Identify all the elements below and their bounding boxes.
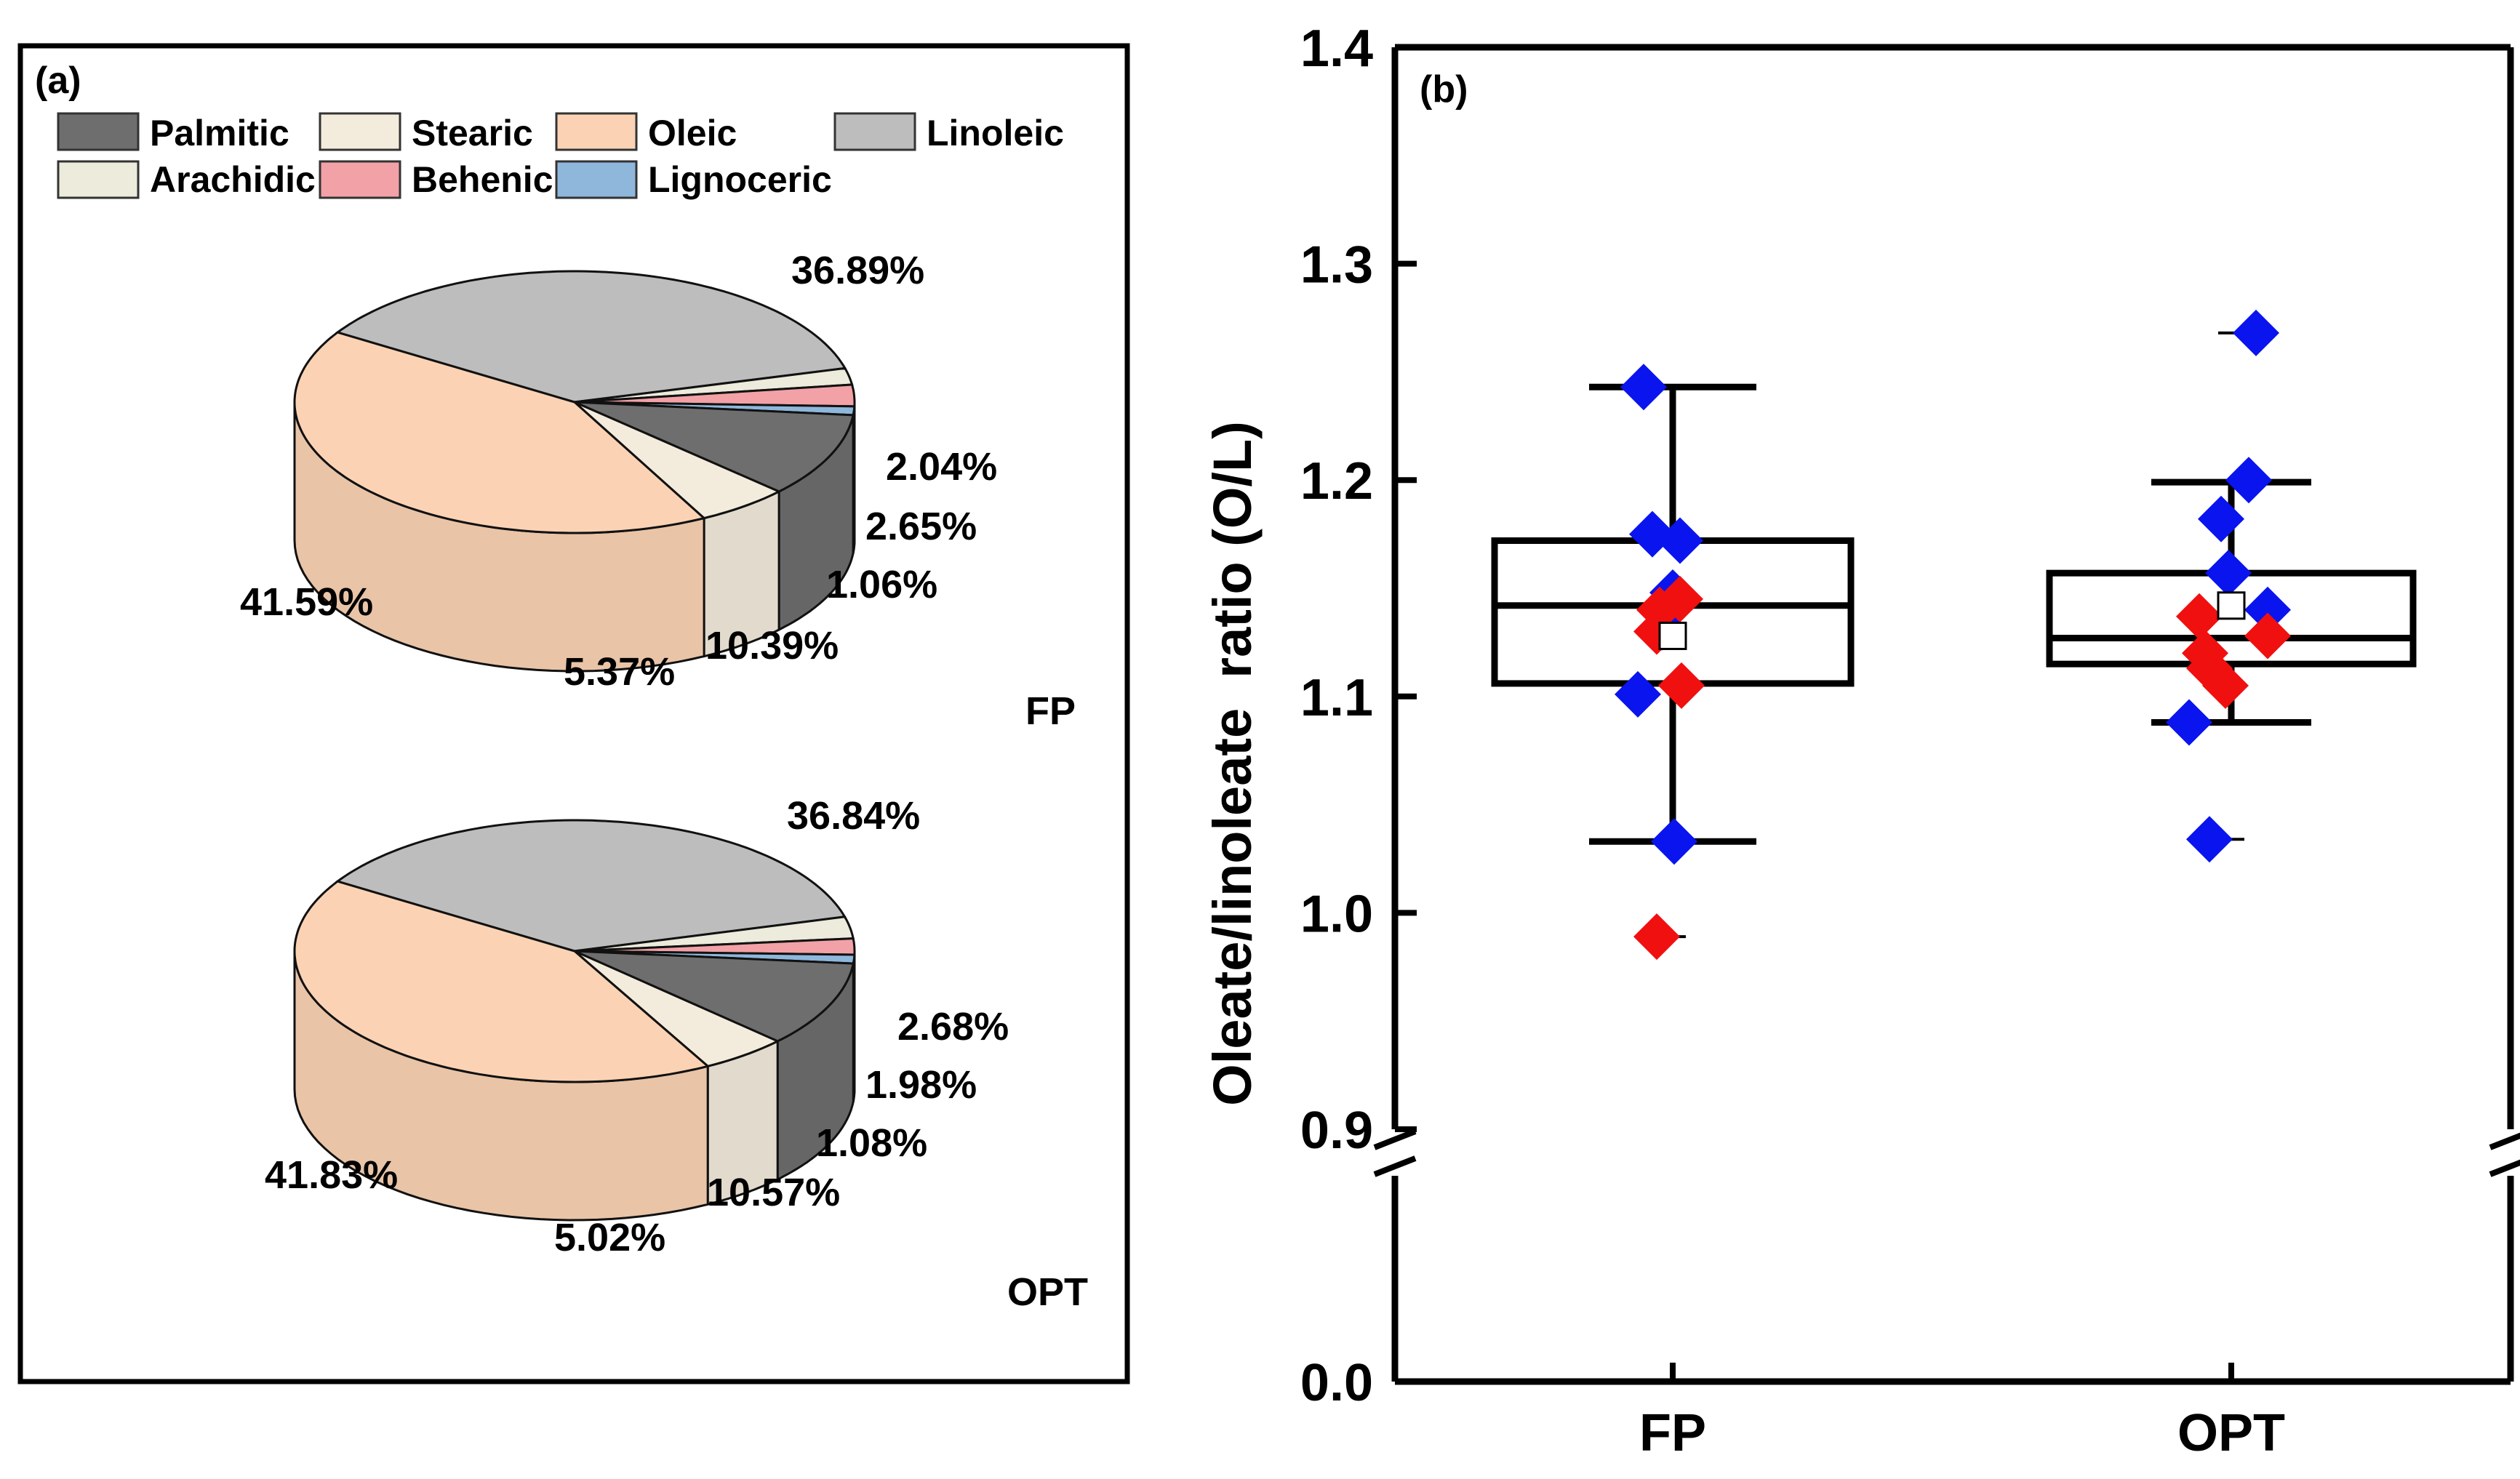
pie-fp-slice-arachidic (574, 366, 854, 404)
y-tick-label-0.0: 0.0 (1300, 1354, 1373, 1412)
pie-fp-label-stearic: 5.37% (564, 650, 675, 694)
box-opt-point-blue-4 (2244, 586, 2291, 633)
box-plots (1491, 309, 2417, 961)
legend-label-palmitic: Palmitic (150, 113, 289, 153)
pie-fp-label-palmitic: 10.39% (705, 624, 839, 668)
pie-opt-slice-palmitic (574, 950, 855, 1043)
pie-opt-label-arachidic: 2.68% (897, 1005, 1009, 1049)
legend-swatch-palmitic (57, 112, 140, 151)
pie-fp-labels: 36.89% 2.04% 2.65% 1.06% 10.39% 5.37% 41… (240, 249, 1076, 733)
legend-swatch-oleic (555, 112, 638, 151)
pie-opt-label-lignoceric: 1.08% (816, 1121, 927, 1165)
pie-opt-slice-stearic (574, 950, 780, 1067)
pie-fp-slice-stearic (573, 401, 782, 520)
y-tick-label-1.4: 1.4 (1300, 20, 1373, 78)
box-panel: (b) 0.9 1.0 1.1 1.2 1.3 1.4 0.0 Oleate/linole… (1202, 20, 2520, 1462)
x-tick-label-opt: OPT (2177, 1404, 2285, 1462)
pie-fp-slice-oleic (293, 331, 707, 534)
box-opt-point-blue-2 (2198, 495, 2244, 542)
box-fp-point-blue-0 (1620, 364, 1667, 411)
box-opt-point-blue-3 (2205, 550, 2252, 597)
pie-fp-label-arachidic: 2.04% (886, 445, 997, 489)
x-tick-label-fp: FP (1639, 1404, 1706, 1462)
y-tick-label-1.3: 1.3 (1300, 236, 1373, 294)
legend-swatch-linoleic (833, 112, 916, 151)
y-tick-label-0.9: 0.9 (1300, 1102, 1373, 1160)
y-axis-ticks: 0.9 1.0 1.1 1.2 1.3 1.4 (1300, 20, 1417, 1160)
pie-opt-label-palmitic: 10.57% (707, 1171, 840, 1214)
pie-panel-frame (17, 43, 1130, 1384)
pie-fp-label-linoleic: 36.89% (791, 249, 924, 292)
legend-swatch-arachidic (57, 160, 140, 199)
box-fp-point-red-3 (1658, 662, 1705, 709)
pie-panel: (a) Palmitic Stearic Oleic Linoleic Arac… (17, 43, 1130, 1384)
legend-label-linoleic: Linoleic (927, 113, 1064, 153)
pie-opt-name: OPT (1007, 1270, 1088, 1314)
box-opt-point-red-1 (2244, 612, 2291, 660)
box-opt-point-red-0 (2176, 593, 2223, 640)
pie-opt-labels: 36.84% 2.68% 1.98% 1.08% 10.57% 5.02% 41… (265, 794, 1088, 1314)
pie-opt-label-oleic: 41.83% (265, 1153, 398, 1197)
legend-label-oleic: Oleic (648, 113, 737, 153)
box-opt-point-blue-6 (2186, 816, 2233, 863)
pie-fp-label-lignoceric: 1.06% (826, 563, 937, 606)
legend-label-stearic: Stearic (412, 113, 533, 153)
box-opt-point-blue-5 (2166, 699, 2212, 746)
box-fp-point-red-4 (1633, 913, 1680, 961)
y-tick-label-1.0: 1.0 (1300, 885, 1373, 943)
pie-fp-label-behenic: 2.65% (865, 505, 977, 548)
box-fp-mean (1658, 621, 1687, 650)
y-tick-label-1.1: 1.1 (1300, 669, 1373, 727)
pie-opt-label-behenic: 1.98% (865, 1063, 977, 1107)
panel-b-label: (b) (1420, 68, 1468, 111)
pie-fp-slice-palmitic (574, 401, 855, 493)
y-axis-title: Oleate/linoleate ratio (O/L) (1202, 421, 1263, 1106)
legend-swatch-lignoceric (555, 160, 638, 199)
pie-opt-slice-arachidic (574, 915, 855, 953)
box-fp-point-blue-2 (1657, 517, 1703, 564)
box-opt-point-blue-1 (2225, 457, 2272, 504)
pie-opt-slice-behenic (574, 937, 856, 956)
box-fp-point-blue-6 (1651, 818, 1697, 865)
pie-fp-name: FP (1025, 689, 1076, 733)
pie-fp-slice-behenic (574, 383, 856, 408)
pie-opt-slice-oleic (293, 880, 711, 1083)
box-axes-frame (1373, 44, 2520, 1385)
legend-label-arachidic: Arachidic (150, 159, 316, 200)
box-fp-point-blue-5 (1615, 670, 1661, 718)
box-opt-point-red-4 (2202, 662, 2249, 709)
pie-chart-opt (293, 819, 856, 1222)
legend-label-behenic: Behenic (412, 159, 553, 200)
box-opt-point-blue-0 (2233, 309, 2279, 356)
legend-swatch-stearic (319, 112, 401, 151)
pie-opt-label-stearic: 5.02% (554, 1216, 665, 1259)
box-opt-mean (2217, 591, 2246, 620)
y-tick-label-1.2: 1.2 (1300, 452, 1373, 510)
legend-label-lignoceric: Lignoceric (648, 159, 832, 200)
pie-legend: Palmitic Stearic Oleic Linoleic Arachidi… (57, 112, 1064, 200)
panel-a-label: (a) (35, 60, 81, 102)
pie-chart-fp (293, 270, 856, 673)
pie-fp-label-oleic: 41.59% (240, 580, 373, 624)
pie-opt-label-linoleic: 36.84% (787, 794, 920, 838)
legend-swatch-behenic (319, 160, 401, 199)
